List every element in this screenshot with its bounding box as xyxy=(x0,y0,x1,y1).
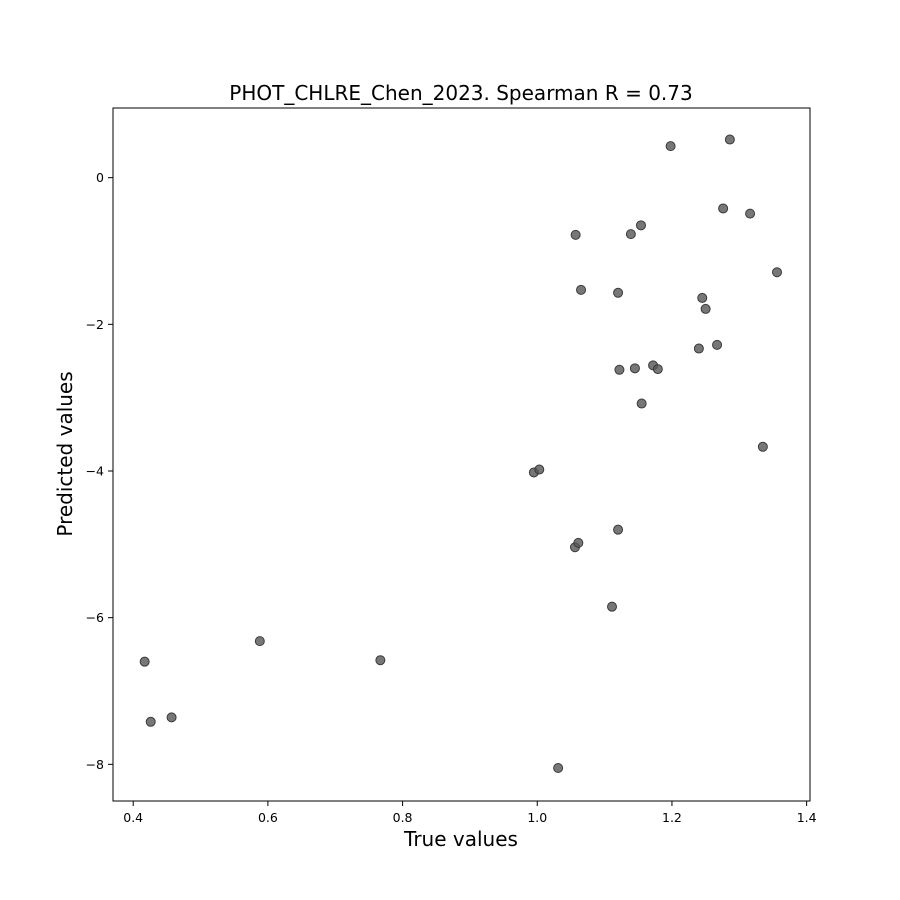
data-point xyxy=(576,284,587,295)
data-point xyxy=(254,636,265,647)
data-point xyxy=(375,655,386,666)
x-tick-label: 1.2 xyxy=(662,810,682,825)
y-tick-label: 0 xyxy=(96,170,104,185)
y-tick-label: −8 xyxy=(86,757,104,772)
data-point xyxy=(570,229,581,240)
data-point xyxy=(629,363,640,374)
data-point xyxy=(700,303,711,314)
x-tick-label: 1.0 xyxy=(527,810,547,825)
data-point xyxy=(573,537,584,548)
data-point xyxy=(534,464,545,475)
x-tick-label: 1.4 xyxy=(797,810,817,825)
data-point xyxy=(635,220,646,231)
data-point xyxy=(665,141,676,152)
data-point xyxy=(636,398,647,409)
x-tick-label: 0.8 xyxy=(393,810,413,825)
y-axis: 0 −2 −4 −6 −8 xyxy=(86,170,113,772)
y-axis-label: Predicted values xyxy=(53,371,77,536)
data-point xyxy=(145,716,156,727)
x-axis-label: True values xyxy=(403,827,518,851)
data-points xyxy=(139,134,783,773)
data-point xyxy=(607,601,618,612)
data-point xyxy=(712,339,723,350)
x-tick-label: 0.4 xyxy=(123,810,143,825)
data-point xyxy=(139,656,150,667)
data-point xyxy=(693,343,704,354)
data-point xyxy=(697,292,708,303)
data-point xyxy=(757,441,768,452)
data-point xyxy=(745,208,756,219)
chart-title: PHOT_CHLRE_Chen_2023. Spearman R = 0.73 xyxy=(229,81,692,105)
data-point xyxy=(625,229,636,240)
y-tick-label: −6 xyxy=(86,610,104,625)
y-tick-label: −2 xyxy=(86,317,104,332)
data-point xyxy=(166,712,177,723)
data-point xyxy=(724,134,735,145)
data-point xyxy=(613,524,624,535)
data-point xyxy=(613,287,624,298)
x-tick-label: 0.6 xyxy=(258,810,278,825)
data-point xyxy=(614,364,625,375)
plot-area-frame xyxy=(112,107,811,802)
x-axis: 0.4 0.6 0.8 1.0 1.2 1.4 xyxy=(123,801,817,825)
data-point xyxy=(718,203,729,214)
data-point xyxy=(772,267,783,278)
y-tick-label: −4 xyxy=(86,464,104,479)
data-point xyxy=(652,364,663,375)
data-point xyxy=(553,763,564,773)
